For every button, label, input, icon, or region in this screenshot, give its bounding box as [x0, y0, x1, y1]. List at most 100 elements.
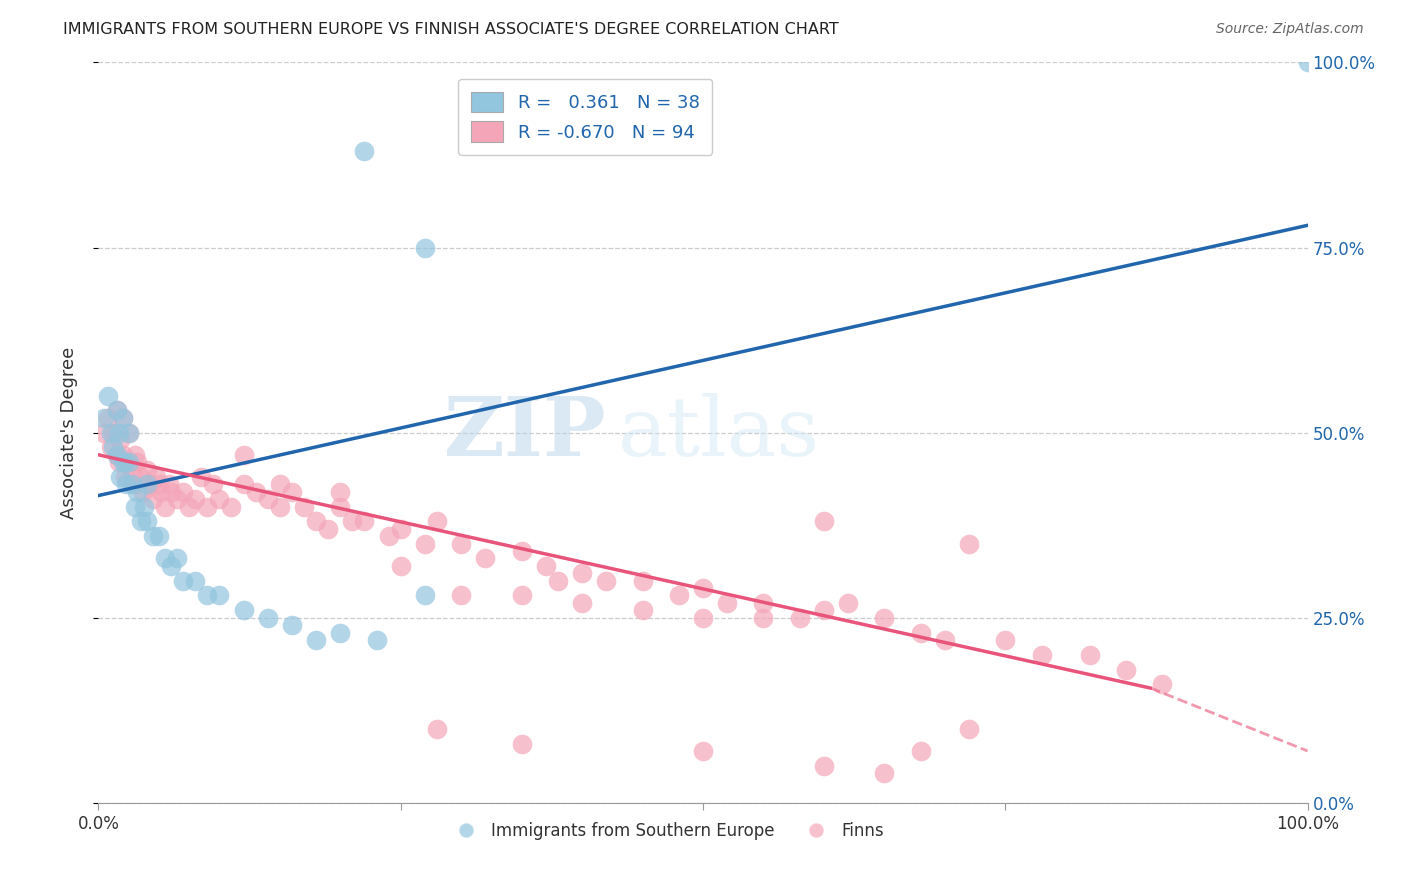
- Point: [124, 477, 146, 491]
- Point: [134, 500, 156, 514]
- Point: [413, 536, 436, 550]
- Point: [571, 596, 593, 610]
- Point: [129, 470, 152, 484]
- Point: [910, 625, 932, 640]
- Point: [910, 744, 932, 758]
- Point: [108, 433, 131, 447]
- Point: [873, 610, 896, 624]
- Point: [269, 500, 291, 514]
- Point: [153, 551, 176, 566]
- Point: [305, 515, 328, 529]
- Text: Source: ZipAtlas.com: Source: ZipAtlas.com: [1216, 22, 1364, 37]
- Point: [184, 574, 207, 588]
- Point: [450, 589, 472, 603]
- Point: [148, 477, 170, 491]
- Point: [97, 410, 120, 425]
- Point: [184, 492, 207, 507]
- Point: [172, 484, 194, 499]
- Point: [105, 448, 128, 462]
- Point: [547, 574, 569, 588]
- Point: [329, 625, 352, 640]
- Point: [100, 441, 122, 455]
- Point: [166, 492, 188, 507]
- Point: [108, 455, 131, 469]
- Point: [292, 500, 315, 514]
- Point: [124, 448, 146, 462]
- Point: [118, 455, 141, 469]
- Point: [232, 477, 254, 491]
- Point: [150, 484, 173, 499]
- Point: [595, 574, 617, 588]
- Point: [105, 403, 128, 417]
- Point: [813, 515, 835, 529]
- Point: [127, 484, 149, 499]
- Point: [389, 558, 412, 573]
- Point: [208, 589, 231, 603]
- Point: [135, 477, 157, 491]
- Point: [510, 737, 533, 751]
- Point: [132, 484, 155, 499]
- Point: [157, 477, 180, 491]
- Point: [118, 425, 141, 440]
- Point: [118, 455, 141, 469]
- Point: [813, 603, 835, 617]
- Point: [111, 410, 134, 425]
- Point: [179, 500, 201, 514]
- Point: [160, 558, 183, 573]
- Point: [221, 500, 243, 514]
- Point: [232, 603, 254, 617]
- Point: [474, 551, 496, 566]
- Legend: Immigrants from Southern Europe, Finns: Immigrants from Southern Europe, Finns: [443, 815, 890, 847]
- Point: [111, 448, 134, 462]
- Point: [353, 145, 375, 159]
- Point: [281, 484, 304, 499]
- Point: [716, 596, 738, 610]
- Point: [752, 596, 775, 610]
- Point: [105, 448, 128, 462]
- Point: [232, 448, 254, 462]
- Point: [97, 388, 120, 402]
- Point: [160, 484, 183, 499]
- Point: [142, 492, 165, 507]
- Point: [195, 500, 218, 514]
- Point: [114, 455, 136, 469]
- Point: [934, 632, 956, 647]
- Point: [957, 722, 980, 736]
- Point: [281, 618, 304, 632]
- Point: [100, 425, 122, 440]
- Point: [1115, 663, 1137, 677]
- Point: [269, 477, 291, 491]
- Point: [121, 477, 143, 491]
- Point: [789, 610, 811, 624]
- Point: [329, 500, 352, 514]
- Point: [101, 425, 124, 440]
- Point: [631, 603, 654, 617]
- Point: [413, 589, 436, 603]
- Point: [153, 500, 176, 514]
- Point: [631, 574, 654, 588]
- Point: [1078, 648, 1101, 662]
- Point: [166, 551, 188, 566]
- Point: [813, 758, 835, 772]
- Point: [190, 470, 212, 484]
- Point: [692, 744, 714, 758]
- Point: [1031, 648, 1053, 662]
- Point: [208, 492, 231, 507]
- Point: [1152, 677, 1174, 691]
- Point: [256, 610, 278, 624]
- Point: [994, 632, 1017, 647]
- Point: [692, 610, 714, 624]
- Text: IMMIGRANTS FROM SOUTHERN EUROPE VS FINNISH ASSOCIATE'S DEGREE CORRELATION CHART: IMMIGRANTS FROM SOUTHERN EUROPE VS FINNI…: [63, 22, 839, 37]
- Point: [426, 722, 449, 736]
- Point: [245, 484, 267, 499]
- Point: [105, 403, 128, 417]
- Point: [329, 484, 352, 499]
- Point: [1296, 55, 1319, 70]
- Point: [135, 515, 157, 529]
- Point: [195, 589, 218, 603]
- Point: [426, 515, 449, 529]
- Point: [101, 441, 124, 455]
- Point: [256, 492, 278, 507]
- Y-axis label: Associate's Degree: Associate's Degree: [59, 346, 77, 519]
- Point: [148, 529, 170, 543]
